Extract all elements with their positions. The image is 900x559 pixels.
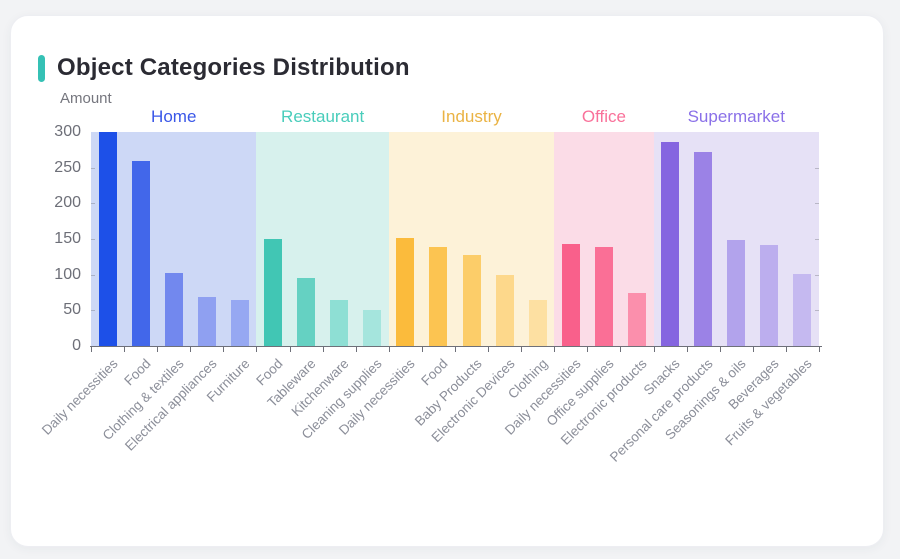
x-axis-tick bbox=[91, 346, 92, 352]
x-axis-tick bbox=[521, 346, 523, 352]
y-tick-label-250: 250 bbox=[54, 158, 81, 176]
y-tick-label-50: 50 bbox=[63, 301, 81, 319]
x-axis-tick bbox=[157, 346, 159, 352]
y-inner-tick-left bbox=[91, 167, 95, 169]
x-axis-tick bbox=[421, 346, 423, 352]
card-header: Object Categories Distribution bbox=[38, 52, 410, 84]
x-axis-tick bbox=[289, 346, 291, 352]
y-tick-label-200: 200 bbox=[54, 194, 81, 212]
y-inner-tick-right bbox=[815, 167, 819, 169]
x-axis-tick bbox=[124, 346, 126, 352]
y-tick-label-100: 100 bbox=[54, 265, 81, 283]
group-label-home: Home bbox=[151, 107, 197, 126]
x-axis-tick bbox=[554, 346, 556, 352]
bar-home-electrical-appliances[interactable] bbox=[197, 297, 216, 346]
x-axis-tick bbox=[355, 346, 357, 352]
bar-home-food[interactable] bbox=[131, 161, 150, 346]
x-axis-tick bbox=[455, 346, 456, 352]
bar-supermarket-snacks[interactable] bbox=[661, 141, 680, 346]
bar-supermarket-seasonings-oils[interactable] bbox=[727, 239, 746, 346]
y-inner-tick-left bbox=[91, 274, 95, 276]
y-tick-label-300: 300 bbox=[54, 123, 81, 140]
bar-industry-baby-products[interactable] bbox=[462, 255, 481, 346]
bar-home-daily-necessities[interactable] bbox=[98, 132, 117, 346]
x-axis-tick bbox=[686, 346, 688, 352]
group-label-office: Office bbox=[581, 107, 626, 126]
bar-supermarket-personal-care-products[interactable] bbox=[694, 151, 713, 346]
x-axis-tick bbox=[190, 346, 192, 352]
bar-industry-food[interactable] bbox=[429, 246, 448, 346]
x-axis-tick bbox=[620, 346, 622, 352]
bar-home-clothing-textiles[interactable] bbox=[164, 272, 183, 346]
y-inner-tick-left bbox=[91, 203, 95, 205]
x-axis-tick bbox=[488, 346, 490, 352]
chart-card: Object Categories Distribution Amount 0 5… bbox=[10, 15, 884, 547]
bar-office-daily-necessities[interactable] bbox=[561, 243, 580, 346]
y-inner-tick-right bbox=[815, 310, 819, 312]
x-axis-line bbox=[90, 346, 822, 347]
group-label-industry: Industry bbox=[441, 107, 502, 126]
x-axis-tick bbox=[223, 346, 225, 352]
x-axis-tick bbox=[719, 346, 721, 352]
y-tick-label-0: 0 bbox=[72, 337, 81, 354]
bar-supermarket-beverages[interactable] bbox=[760, 245, 779, 346]
group-label-restaurant: Restaurant bbox=[281, 107, 365, 126]
bar-restaurant-kitchenware[interactable] bbox=[330, 299, 349, 346]
bar-restaurant-cleaning-supplies[interactable] bbox=[363, 310, 382, 346]
bar-industry-clothing[interactable] bbox=[528, 300, 547, 346]
x-axis-tick bbox=[819, 346, 820, 352]
y-tick-label-150: 150 bbox=[54, 230, 81, 247]
y-inner-tick-left bbox=[91, 239, 95, 240]
bar-chart: Amount 0 50 100 150 200 250 300 Home Restaurant I… bbox=[11, 16, 883, 546]
y-inner-tick-right bbox=[815, 203, 819, 205]
bar-office-office-supplies[interactable] bbox=[594, 246, 613, 346]
chart-title: Object Categories Distribution bbox=[57, 54, 410, 81]
bar-restaurant-tableware[interactable] bbox=[297, 277, 316, 346]
y-inner-tick-left bbox=[91, 310, 95, 312]
x-axis-tick bbox=[587, 346, 589, 352]
x-axis-tick bbox=[322, 346, 324, 352]
bar-industry-daily-necessities[interactable] bbox=[396, 238, 415, 346]
bar-supermarket-fruits-vegetables[interactable] bbox=[793, 273, 812, 346]
x-axis-tick bbox=[653, 346, 655, 352]
y-inner-tick-right bbox=[815, 239, 819, 240]
x-axis-tick bbox=[785, 346, 787, 352]
x-axis-tick bbox=[752, 346, 754, 352]
x-axis-tick bbox=[388, 346, 390, 352]
bar-restaurant-food[interactable] bbox=[264, 239, 282, 346]
group-label-supermarket: Supermarket bbox=[687, 107, 785, 126]
bar-office-electronic-products[interactable] bbox=[628, 292, 646, 346]
y-inner-tick-right bbox=[815, 274, 819, 276]
bar-industry-electronic-devices[interactable] bbox=[495, 275, 514, 346]
title-accent-bar bbox=[38, 54, 45, 82]
bar-home-furniture[interactable] bbox=[230, 300, 249, 346]
y-axis-title: Amount bbox=[60, 90, 112, 107]
x-axis-tick bbox=[256, 346, 258, 352]
